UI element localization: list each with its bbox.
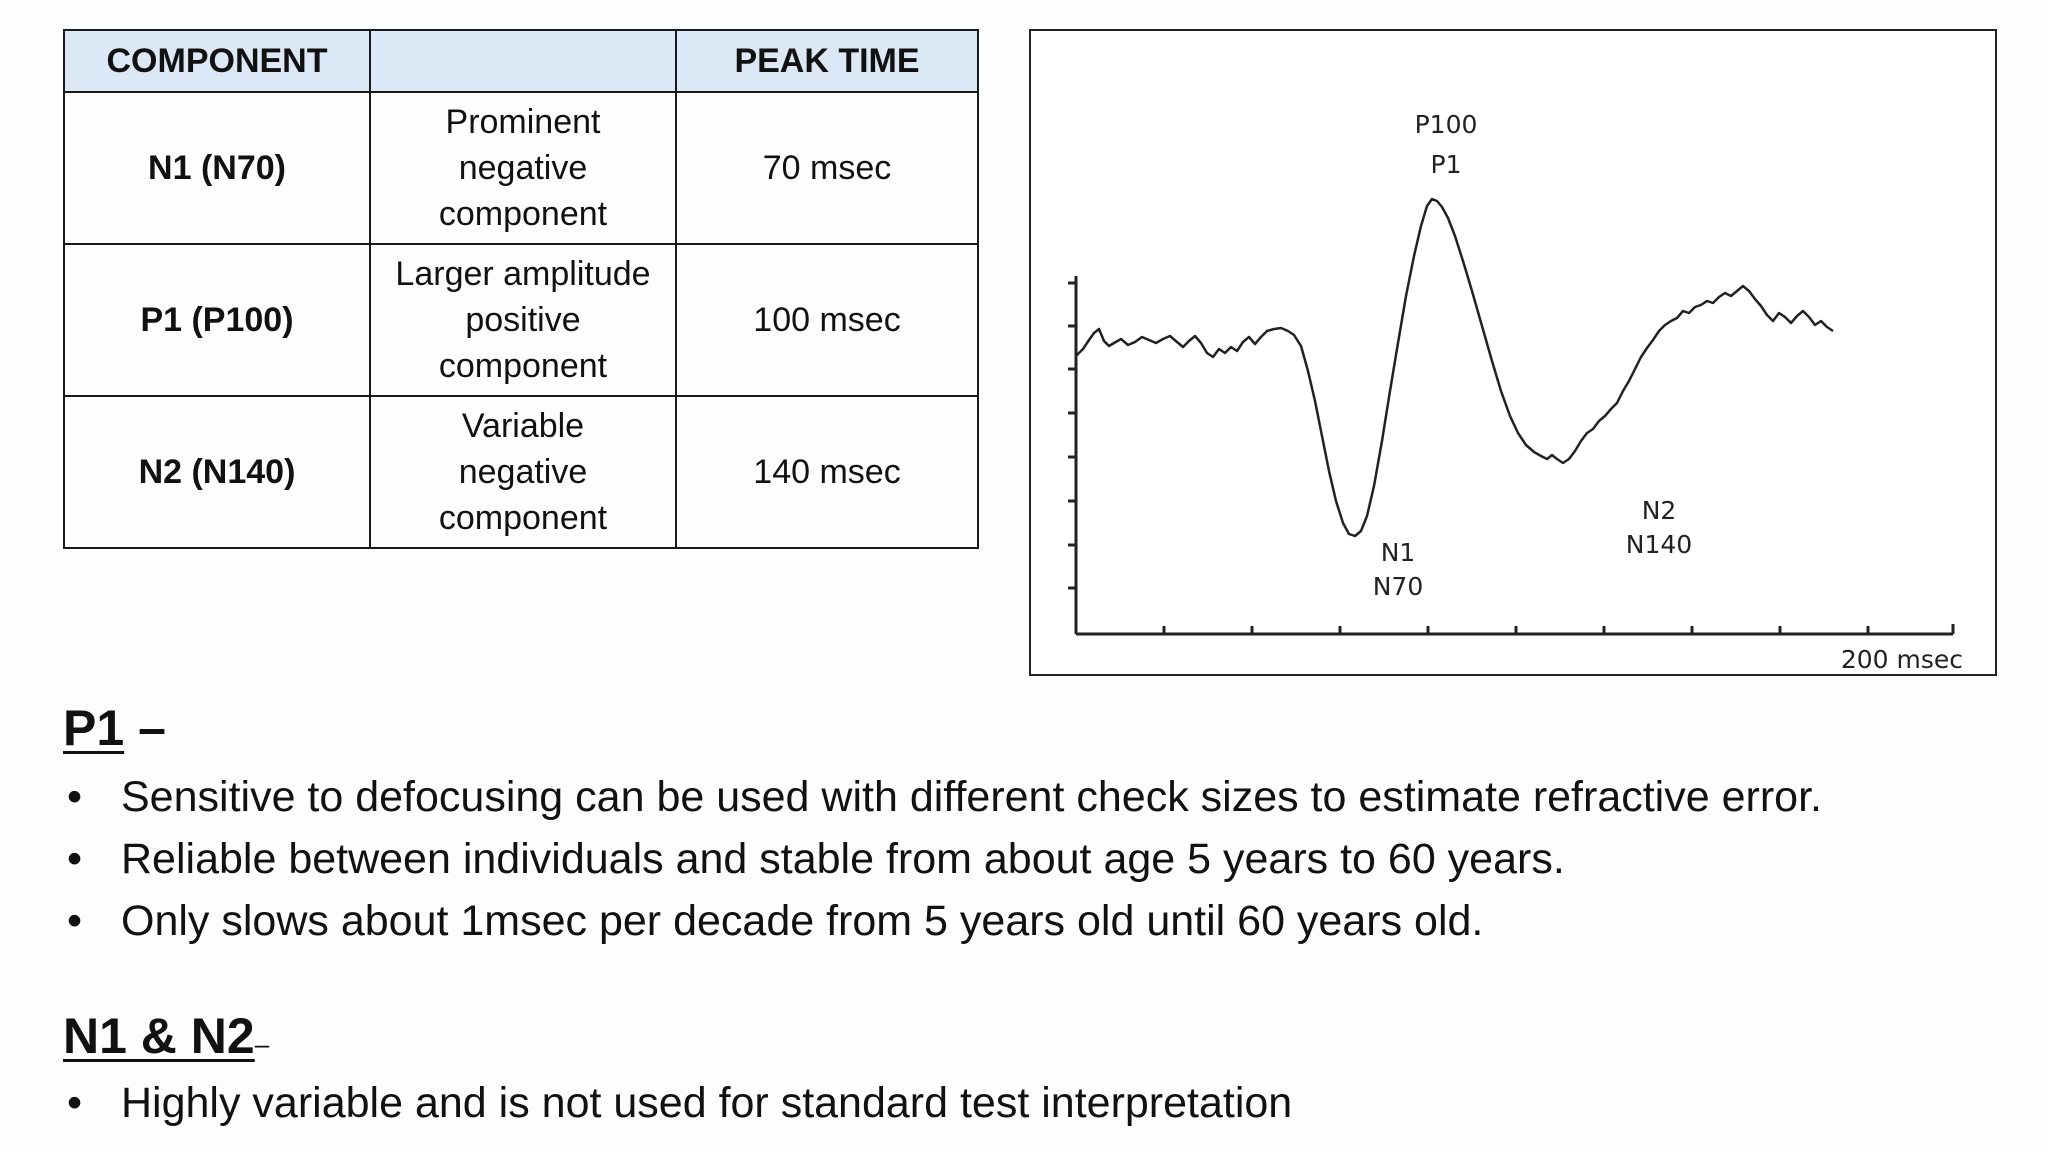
vep-waveform-diagram: P100 P1 N1 N70 N2 N140 200 msec xyxy=(1068,110,1963,674)
component-description: Variable negative component xyxy=(369,395,677,549)
n1-n2-bullet-list: • Highly variable and is not used for st… xyxy=(63,1072,1292,1134)
label-p1: P1 xyxy=(1431,150,1462,179)
heading-p1-dash: – xyxy=(138,700,166,756)
x-axis-ticks xyxy=(1162,624,1955,634)
bullet-icon: • xyxy=(67,835,83,883)
vep-waveform-trace xyxy=(1075,197,1834,538)
description-line: component xyxy=(438,195,608,233)
section-heading-n1-n2: N1 & N2– xyxy=(63,1006,269,1074)
section-heading-p1: P1 – xyxy=(63,698,166,758)
header-description xyxy=(369,29,677,93)
description-line: negative xyxy=(458,453,588,491)
label-p100: P100 xyxy=(1415,110,1478,139)
label-time-axis: 200 msec xyxy=(1841,645,1963,674)
heading-n1-n2-title: N1 & N2 xyxy=(63,1008,255,1064)
header-component: COMPONENT xyxy=(63,29,371,93)
component-name: N1 (N70) xyxy=(63,91,371,245)
bullet-text: Reliable between individuals and stable … xyxy=(121,835,1565,883)
description-line: component xyxy=(438,347,608,385)
list-item: • Only slows about 1msec per decade from… xyxy=(63,890,1822,952)
component-name: P1 (P100) xyxy=(63,243,371,397)
component-description: Larger amplitude positive component xyxy=(369,243,677,397)
list-item: • Sensitive to defocusing can be used wi… xyxy=(63,766,1822,828)
bullet-icon: • xyxy=(67,773,83,821)
table-row: N1 (N70) Prominent negative component 70… xyxy=(63,91,979,245)
header-peak-time: PEAK TIME xyxy=(675,29,979,93)
p1-bullet-list: • Sensitive to defocusing can be used wi… xyxy=(63,766,1822,952)
label-n2: N2 xyxy=(1642,496,1677,525)
bullet-text: Only slows about 1msec per decade from 5… xyxy=(121,897,1484,945)
table-header-row: COMPONENT PEAK TIME xyxy=(63,29,979,93)
heading-p1-title: P1 xyxy=(63,700,125,756)
description-line: Larger amplitude xyxy=(395,255,651,293)
bullet-text: Highly variable and is not used for stan… xyxy=(121,1079,1293,1127)
bullet-icon: • xyxy=(67,1079,83,1127)
vep-component-table: COMPONENT PEAK TIME N1 (N70) Prominent n… xyxy=(63,29,979,549)
description-line: positive xyxy=(465,301,581,339)
description-line: negative xyxy=(458,149,588,187)
description-line: Variable xyxy=(461,407,585,445)
component-peak-time: 140 msec xyxy=(675,395,979,549)
table-row: P1 (P100) Larger amplitude positive comp… xyxy=(63,243,979,397)
list-item: • Reliable between individuals and stabl… xyxy=(63,828,1822,890)
label-n70: N70 xyxy=(1373,572,1424,601)
description-line: component xyxy=(438,499,608,537)
description-line: Prominent xyxy=(445,103,601,141)
component-description: Prominent negative component xyxy=(369,91,677,245)
component-peak-time: 100 msec xyxy=(675,243,979,397)
vep-waveform-figure: P100 P1 N1 N70 N2 N140 200 msec xyxy=(1029,29,1997,676)
table-row: N2 (N140) Variable negative component 14… xyxy=(63,395,979,549)
list-item: • Highly variable and is not used for st… xyxy=(63,1072,1292,1134)
bullet-icon: • xyxy=(67,897,83,945)
label-n140: N140 xyxy=(1626,530,1692,559)
y-axis-ticks xyxy=(1068,281,1076,590)
component-name: N2 (N140) xyxy=(63,395,371,549)
heading-n1-n2-dash: – xyxy=(254,1029,270,1059)
label-n1: N1 xyxy=(1381,538,1416,567)
bullet-text: Sensitive to defocusing can be used with… xyxy=(121,773,1822,821)
component-peak-time: 70 msec xyxy=(675,91,979,245)
